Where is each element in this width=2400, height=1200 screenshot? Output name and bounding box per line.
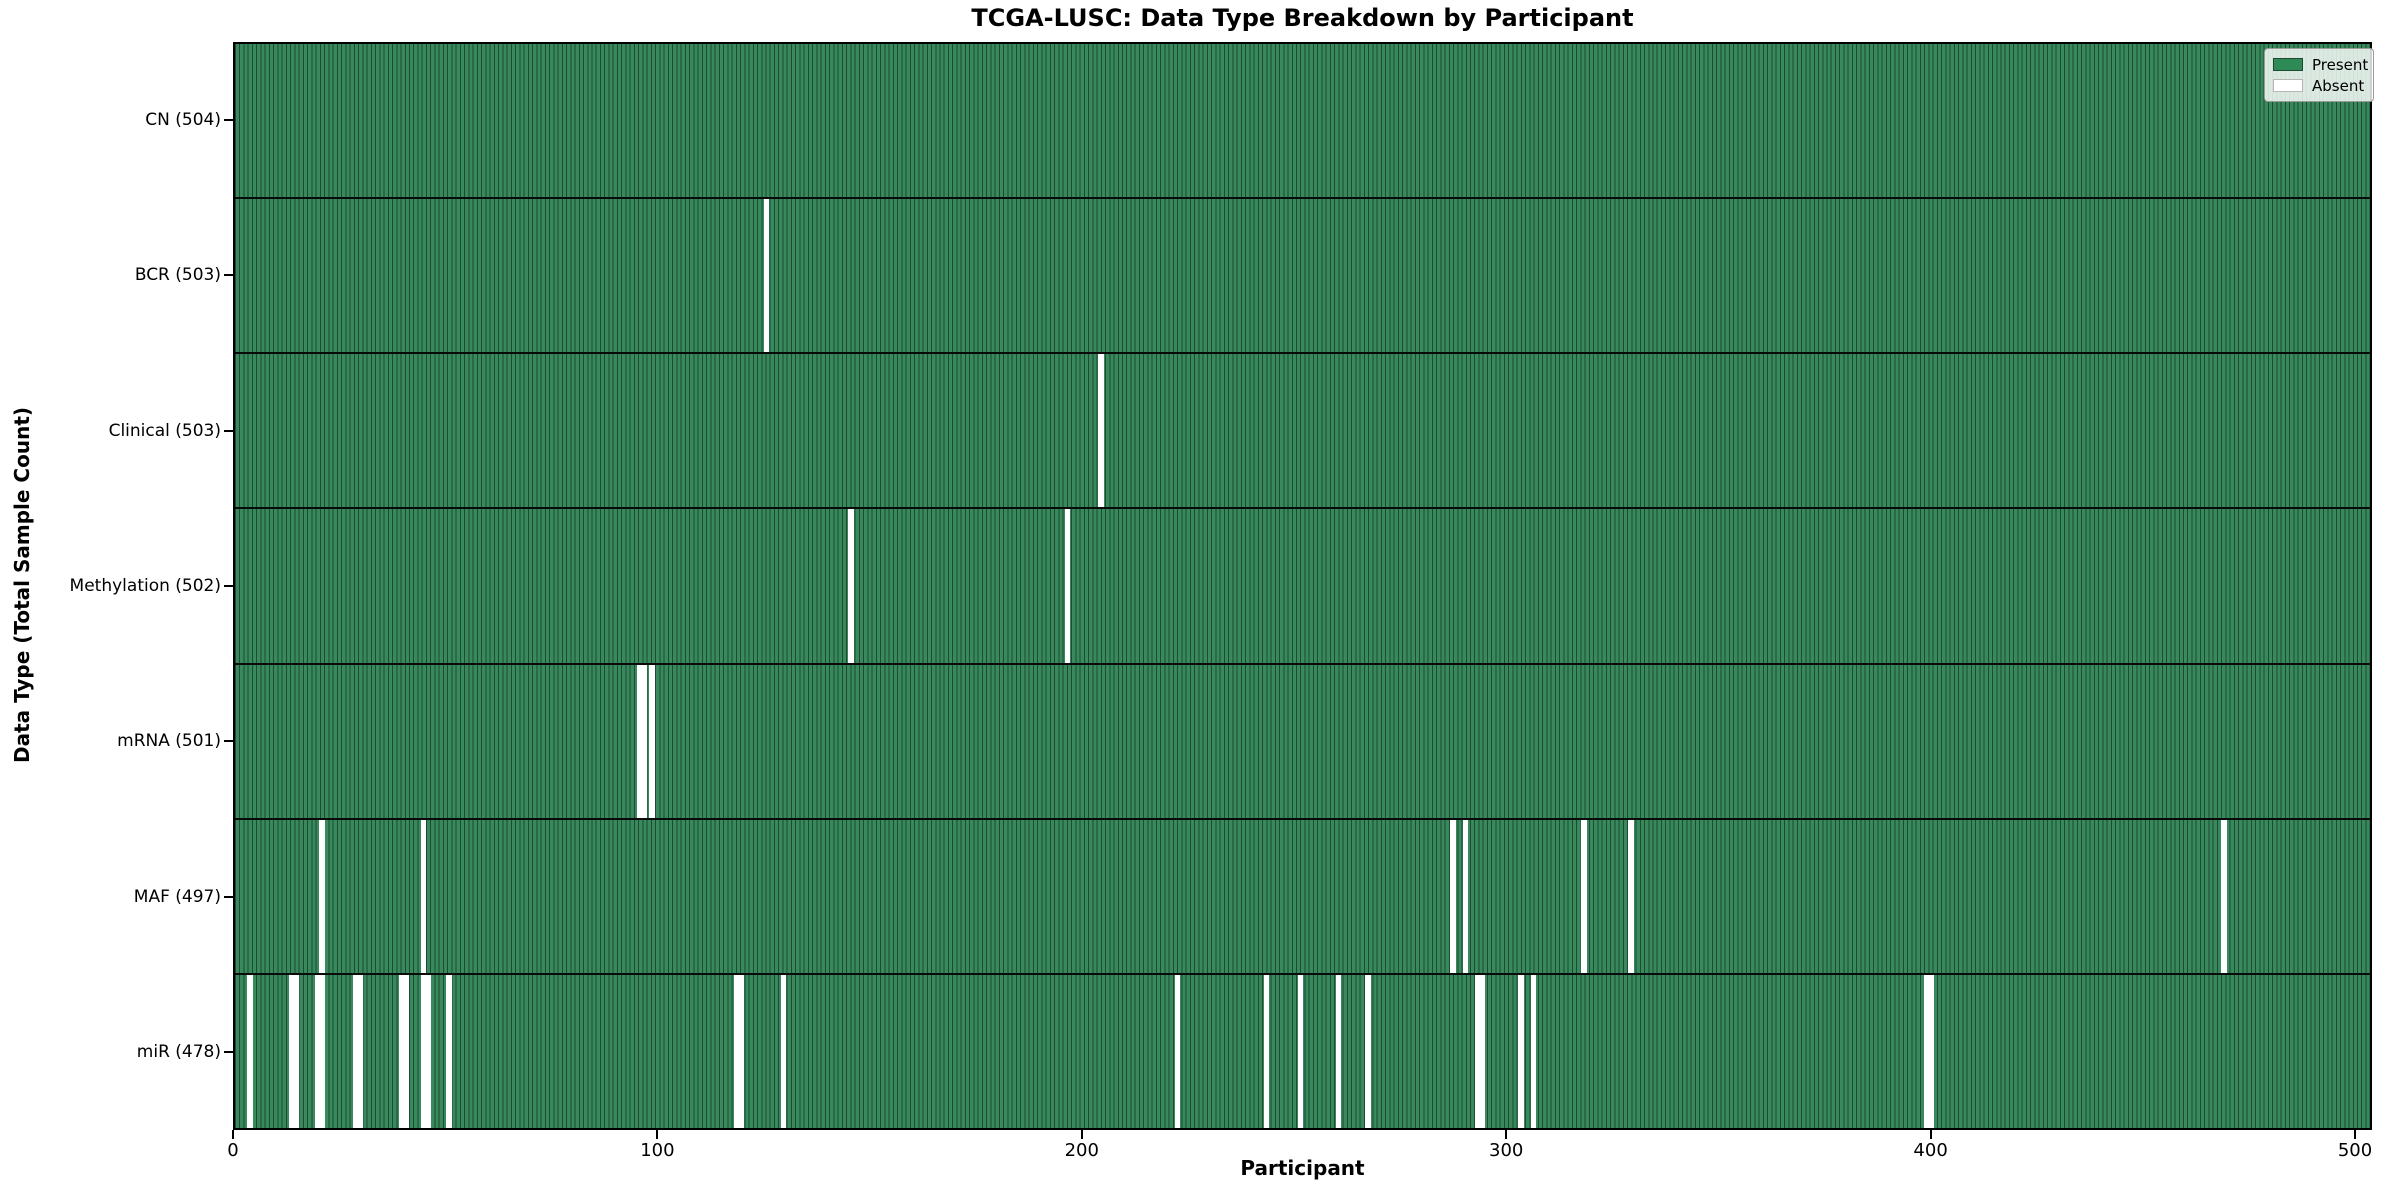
absent-gap bbox=[1517, 974, 1524, 1128]
x-tick-label: 300 bbox=[1489, 1140, 1524, 1161]
absent-gap bbox=[1450, 819, 1456, 973]
absent-gap bbox=[289, 974, 296, 1128]
y-tick-mark bbox=[224, 274, 233, 277]
absent-gap bbox=[1174, 974, 1181, 1128]
absent-gap bbox=[763, 199, 770, 353]
absent-gap bbox=[1365, 974, 1372, 1128]
absent-gap bbox=[1928, 974, 1935, 1128]
x-tick-mark bbox=[656, 1130, 659, 1139]
x-tick-mark bbox=[1080, 1130, 1083, 1139]
y-tick-mark bbox=[224, 585, 233, 587]
heatmap-row-mrna bbox=[235, 664, 2370, 820]
y-tick-label-cn: CN (504) bbox=[145, 109, 221, 130]
absent-gap bbox=[1335, 974, 1342, 1128]
absent-gap bbox=[848, 509, 855, 663]
absent-gap bbox=[636, 664, 643, 818]
absent-gap bbox=[640, 664, 647, 818]
absent-gap bbox=[649, 664, 656, 818]
y-tick-mark bbox=[224, 429, 233, 432]
x-tick-label: 500 bbox=[2337, 1140, 2373, 1161]
absent-gap bbox=[1479, 974, 1486, 1128]
absent-gap bbox=[318, 974, 325, 1128]
absent-gap bbox=[420, 974, 427, 1128]
absent-gap bbox=[1462, 819, 1469, 973]
y-tick-label-clinical: Clinical (503) bbox=[108, 420, 221, 441]
absent-gap bbox=[1627, 819, 1634, 973]
absent-gap bbox=[738, 974, 745, 1128]
absent-gap bbox=[1297, 974, 1304, 1128]
absent-gap bbox=[420, 819, 427, 973]
x-tick-mark bbox=[1505, 1130, 1508, 1139]
x-tick-label: 400 bbox=[1913, 1140, 1948, 1161]
heatmap-row-mir bbox=[235, 974, 2370, 1128]
absent-gap bbox=[318, 819, 325, 973]
absent-gap bbox=[246, 974, 253, 1128]
plot-area bbox=[233, 42, 2372, 1130]
y-tick-mark bbox=[224, 740, 233, 743]
x-axis-label: Participant bbox=[1240, 1156, 1365, 1180]
legend-absent-swatch-icon bbox=[2273, 79, 2303, 92]
x-tick-label: 100 bbox=[640, 1140, 675, 1161]
absent-gap bbox=[357, 974, 363, 1128]
legend: Present Absent bbox=[2264, 48, 2374, 102]
absent-gap bbox=[1581, 819, 1588, 973]
y-tick-label-mir: miR (478) bbox=[136, 1042, 221, 1063]
absent-gap bbox=[734, 974, 740, 1128]
x-tick-label: 200 bbox=[1064, 1140, 1099, 1161]
y-tick-label-mrna: mRNA (501) bbox=[117, 731, 221, 752]
heatmap-row-methylation bbox=[235, 509, 2370, 665]
heatmap-row-cn bbox=[235, 44, 2370, 200]
heatmap-row-bcr bbox=[235, 199, 2370, 355]
absent-gap bbox=[1924, 974, 1931, 1128]
legend-absent-label: Absent bbox=[2312, 76, 2365, 95]
legend-entry-absent: Absent bbox=[2273, 75, 2365, 96]
legend-present-swatch-icon bbox=[2273, 58, 2303, 71]
y-tick-mark bbox=[224, 118, 233, 121]
chart-title: TCGA-LUSC: Data Type Breakdown by Partic… bbox=[971, 4, 1634, 32]
absent-gap bbox=[399, 974, 406, 1128]
absent-gap bbox=[403, 974, 410, 1128]
heatmap-row-clinical bbox=[235, 354, 2370, 510]
absent-gap bbox=[424, 974, 431, 1128]
absent-gap bbox=[780, 974, 787, 1128]
y-tick-mark bbox=[224, 895, 233, 898]
legend-present-label: Present bbox=[2312, 55, 2369, 74]
absent-gap bbox=[352, 974, 359, 1128]
x-tick-mark bbox=[232, 1130, 234, 1139]
x-tick-mark bbox=[2354, 1130, 2357, 1139]
legend-entry-present: Present bbox=[2273, 54, 2369, 75]
absent-gap bbox=[1475, 974, 1482, 1128]
absent-gap bbox=[2220, 819, 2227, 973]
heatmap-row-maf bbox=[235, 819, 2370, 975]
x-tick-label: 0 bbox=[227, 1140, 239, 1161]
absent-gap bbox=[1098, 354, 1105, 508]
y-tick-label-maf: MAF (497) bbox=[133, 886, 221, 907]
absent-gap bbox=[314, 974, 321, 1128]
absent-gap bbox=[1530, 974, 1537, 1128]
y-tick-mark bbox=[224, 1051, 233, 1054]
absent-gap bbox=[293, 974, 300, 1128]
absent-gap bbox=[1064, 509, 1071, 663]
y-tick-label-methylation: Methylation (502) bbox=[69, 576, 221, 596]
absent-gap bbox=[446, 974, 452, 1128]
y-tick-label-bcr: BCR (503) bbox=[134, 265, 221, 286]
absent-gap bbox=[1263, 974, 1270, 1128]
x-tick-mark bbox=[1929, 1130, 1932, 1139]
